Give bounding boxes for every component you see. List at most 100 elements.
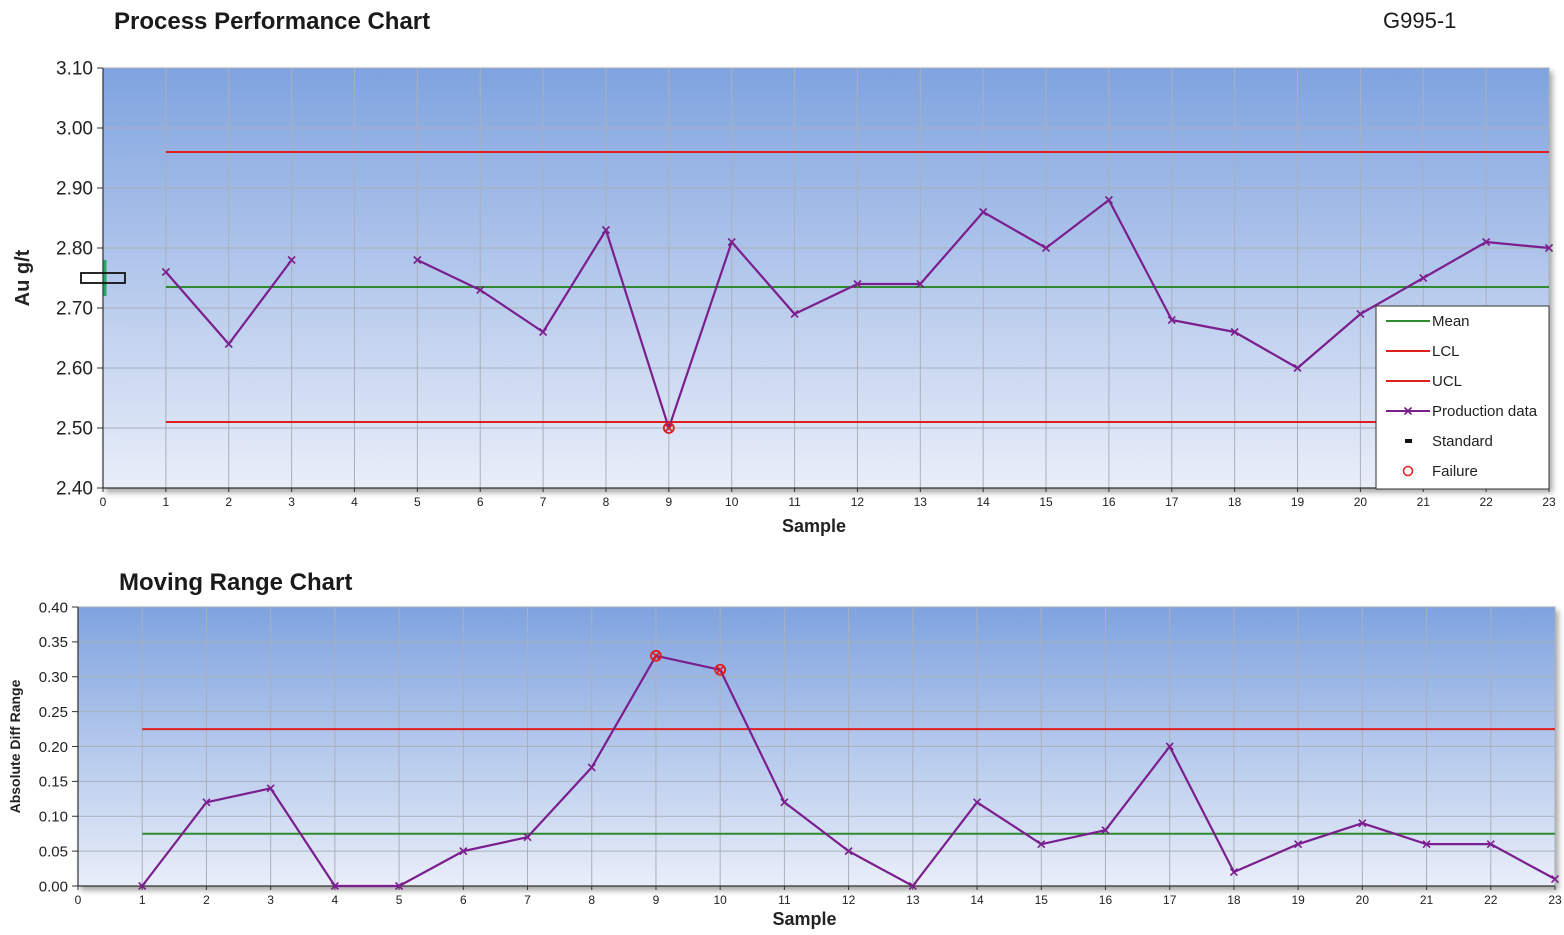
chart1-data-point-8 <box>601 225 611 235</box>
chart2-x-tick-label-21: 21 <box>1420 893 1434 907</box>
chart2-x-tick-label-7: 7 <box>524 893 531 907</box>
chart1-x-tick-label-3: 3 <box>288 495 295 509</box>
chart2-x-tick-label-0: 0 <box>75 893 82 907</box>
chart1-y-axis-title: Au g/t <box>12 249 34 306</box>
chart1-x-tick-label-6: 6 <box>477 495 484 509</box>
chart1-data-point-5 <box>413 255 422 265</box>
chart2-x-tick-label-17: 17 <box>1163 893 1177 907</box>
chart2-data-point-20 <box>1358 819 1367 828</box>
chart1-x-tick-label-5: 5 <box>414 495 421 509</box>
chart1-failure-marker-9 <box>662 422 675 434</box>
chart2-x-tick-label-9: 9 <box>653 893 660 907</box>
chart2-data-point-4 <box>330 881 339 891</box>
chart1-legend <box>1375 305 1550 490</box>
chart1-legend-mean-label: Mean <box>1432 313 1470 330</box>
chart2-x-tick-label-20: 20 <box>1356 893 1370 907</box>
chart2-data-point-15 <box>1037 840 1046 849</box>
chart1-plot-area <box>102 67 1550 489</box>
chart2-failure-marker-10 <box>714 663 727 676</box>
chart1-y-tick-label-0: 2.40 <box>56 479 93 500</box>
chart1-legend-standard-label: Standard <box>1432 433 1493 450</box>
chart-title: Process Performance Chart <box>114 8 431 35</box>
chart1-y-tick-label-3: 2.70 <box>56 299 93 320</box>
chart2-x-tick-label-23: 23 <box>1548 893 1562 907</box>
chart1-x-tick-label-20: 20 <box>1354 495 1368 509</box>
chart1-x-tick-label-22: 22 <box>1479 495 1493 509</box>
chart1-x-tick-label-0: 0 <box>100 495 107 509</box>
chart1-data-point-7 <box>539 327 548 337</box>
chart1-data-point-13 <box>916 279 925 289</box>
chart1-x-tick-label-18: 18 <box>1228 495 1242 509</box>
chart2-data-point-18 <box>1229 867 1238 877</box>
chart1-data-point-22 <box>1482 237 1491 247</box>
chart2-x-tick-label-16: 16 <box>1099 893 1113 907</box>
chart1-legend-lcl-label: LCL <box>1432 343 1460 360</box>
chart1-x-tick-label-21: 21 <box>1417 495 1431 509</box>
chart1-x-axis-title: Sample <box>782 516 846 536</box>
chart2-x-tick-label-18: 18 <box>1227 893 1241 907</box>
chart1-x-tick-label-11: 11 <box>788 495 801 509</box>
chart1-x-tick-label-23: 23 <box>1542 495 1556 509</box>
chart1-y-tick-label-4: 2.80 <box>56 239 93 260</box>
chart1-x-tick-label-15: 15 <box>1039 495 1053 509</box>
chart2-data-point-12 <box>844 847 853 856</box>
chart2-x-tick-label-12: 12 <box>842 893 856 907</box>
chart1-data-point-20 <box>1356 309 1365 319</box>
chart2-y-axis-title: Absolute Diff Range <box>7 679 23 813</box>
chart2-x-tick-label-1: 1 <box>139 893 146 907</box>
chart2-data-point-8 <box>587 763 596 772</box>
chart2-data-point-23 <box>1550 874 1560 884</box>
chart1-legend-ucl-label: UCL <box>1432 373 1462 390</box>
chart1-y-tick-label-7: 3.10 <box>56 59 93 80</box>
chart2-data-point-11 <box>780 798 789 807</box>
chart1-data-point-3 <box>287 255 296 265</box>
chart2-x-tick-label-4: 4 <box>332 893 339 907</box>
chart2-x-tick-label-14: 14 <box>970 893 984 907</box>
chart1-x-tick-label-14: 14 <box>976 495 990 509</box>
chart1-x-tick-label-16: 16 <box>1102 495 1116 509</box>
chart1-data-point-17 <box>1167 315 1176 325</box>
chart1-x-tick-label-1: 1 <box>163 495 170 509</box>
chart1-data-point-21 <box>1419 273 1428 283</box>
chart1-x-tick-label-9: 9 <box>665 495 672 509</box>
chart2-x-tick-label-6: 6 <box>460 893 467 907</box>
chart2-data-point-7 <box>523 833 532 842</box>
chart2-data-point-21 <box>1422 840 1431 849</box>
chart2-x-tick-label-3: 3 <box>267 893 274 907</box>
chart1-data-point-11 <box>790 309 799 319</box>
chart2-x-tick-label-13: 13 <box>906 893 920 907</box>
chart1-data-point-14 <box>979 207 988 217</box>
chart1-data-point-10 <box>727 237 736 247</box>
chart2-data-point-13 <box>908 881 917 891</box>
chart2-x-tick-label-5: 5 <box>396 893 403 907</box>
chart2-data-point-3 <box>266 784 275 793</box>
chart2-x-tick-label-8: 8 <box>588 893 595 907</box>
chart1-x-tick-label-10: 10 <box>725 495 739 509</box>
chart1-x-tick-label-19: 19 <box>1291 495 1305 509</box>
chart2-data-point-5 <box>395 881 404 891</box>
chart2-y-tick-label-2: 0.10 <box>39 809 68 826</box>
chart1-y-tick-label-6: 3.00 <box>56 119 93 140</box>
chart1-data-point-19 <box>1293 363 1302 373</box>
chart2-x-tick-label-22: 22 <box>1484 893 1498 907</box>
chart1-data-point-18 <box>1230 327 1239 337</box>
chart1-data-point-2 <box>224 339 233 349</box>
chart-code-label: G995-1 <box>1383 8 1457 33</box>
chart2-y-tick-label-5: 0.25 <box>39 704 68 721</box>
chart2-y-tick-label-8: 0.40 <box>39 599 68 616</box>
chart1-legend-failure-swatch <box>1402 465 1414 477</box>
chart1-y-tick-label-5: 2.90 <box>56 179 93 200</box>
moving-range-title: Moving Range Chart <box>119 569 353 596</box>
chart1-legend-standard-swatch <box>1405 439 1412 443</box>
chart1-x-tick-label-4: 4 <box>351 495 358 509</box>
chart1-legend-production-marker <box>1403 406 1413 416</box>
chart1-x-tick-label-13: 13 <box>914 495 928 509</box>
chart1-standard-marker <box>80 260 126 296</box>
chart2-data-point-19 <box>1294 840 1303 849</box>
chart2-data-point-22 <box>1486 840 1495 849</box>
chart1-data-point-16 <box>1104 195 1113 205</box>
chart1-data-point-1 <box>161 267 170 277</box>
chart2-x-axis-title: Sample <box>772 909 836 929</box>
chart1-data-point-6 <box>476 285 485 295</box>
chart2-data-point-2 <box>202 798 211 807</box>
